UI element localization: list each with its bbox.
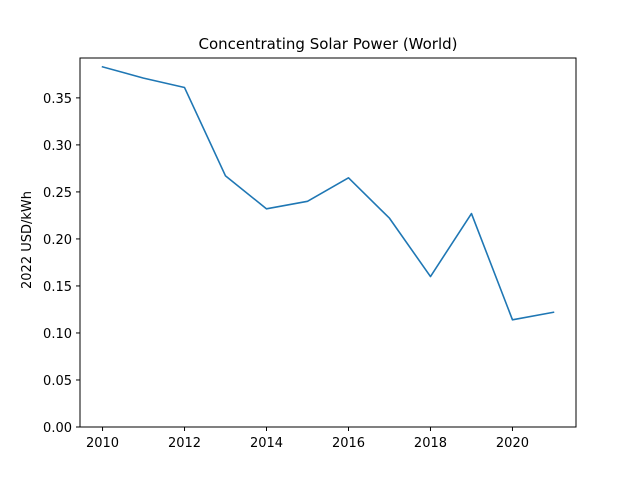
y-tick-label: 0.05 <box>43 374 72 389</box>
x-tick-label: 2012 <box>168 436 201 451</box>
y-tick-label: 0.20 <box>43 233 72 248</box>
y-tick-label: 0.15 <box>43 280 72 295</box>
y-axis-label: 2022 USD/kWh <box>20 191 35 289</box>
x-tick-label: 2020 <box>496 436 529 451</box>
series-line <box>101 65 555 321</box>
y-tick-label: 0.30 <box>43 139 72 154</box>
x-tick-label: 2014 <box>250 436 283 451</box>
axis-ticks: 2010 2012 2014 2016 2018 2020 0.00 0.05 0.10 0.15… <box>43 92 529 451</box>
chart-title: Concentrating Solar Power (World) <box>198 35 457 53</box>
y-tick-label: 0.10 <box>43 327 72 342</box>
x-tick-label: 2010 <box>86 436 119 451</box>
x-tick-label: 2016 <box>332 436 365 451</box>
plot-frame <box>79 57 577 428</box>
y-tick-label: 0.00 <box>43 421 72 436</box>
y-tick-label: 0.25 <box>43 186 72 201</box>
x-tick-label: 2018 <box>414 436 447 451</box>
y-tick-label: 0.35 <box>43 92 72 107</box>
